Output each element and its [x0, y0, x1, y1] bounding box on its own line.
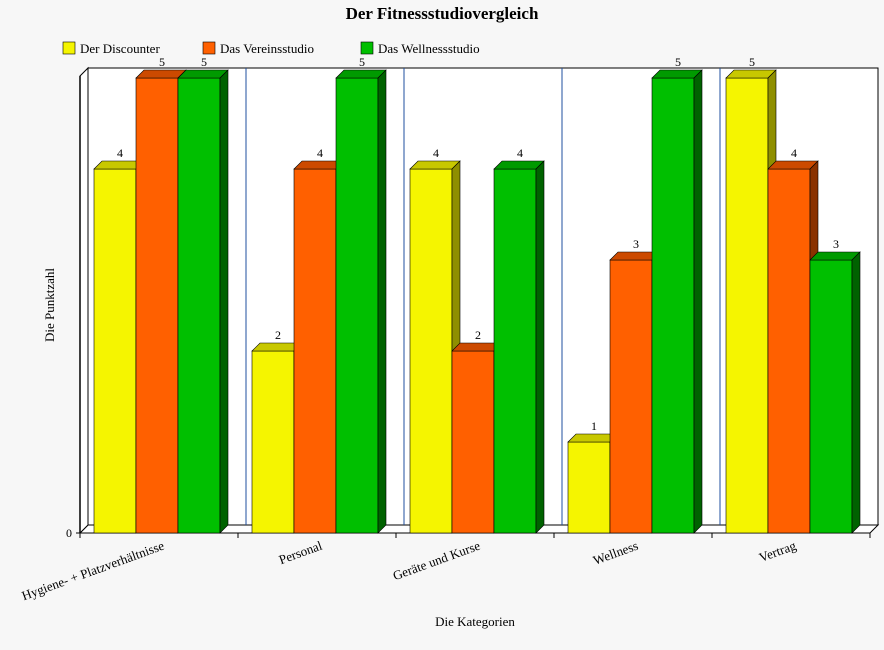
data-label: 3 [633, 237, 639, 251]
bar-front [293, 168, 337, 534]
bar-front [767, 168, 811, 534]
legend-label: Das Wellnessstudio [378, 41, 480, 56]
bar [651, 69, 703, 534]
x-tick-label: Wellness [591, 538, 640, 568]
bar [809, 251, 861, 534]
legend-item: Der Discounter [62, 41, 160, 56]
legend: Der Discounter Das Vereinsstudio Das Welln… [62, 41, 480, 56]
data-label: 4 [117, 146, 123, 160]
data-label: 5 [749, 55, 755, 69]
data-label: 4 [433, 146, 439, 160]
plot-left-wall [79, 66, 89, 535]
bar-top [493, 160, 545, 170]
bar-top [335, 69, 387, 79]
legend-label: Das Vereinsstudio [220, 41, 314, 56]
data-label: 2 [475, 328, 481, 342]
bar-top [809, 251, 861, 261]
bar-top [651, 69, 703, 79]
bar-front [725, 77, 769, 534]
data-label: 5 [159, 55, 165, 69]
legend-label: Der Discounter [80, 41, 160, 56]
bar-side [851, 251, 861, 534]
bar-side [535, 160, 545, 534]
bar [493, 160, 545, 534]
data-label: 5 [359, 55, 365, 69]
bars [93, 69, 861, 534]
x-tick-labels: Hygiene- + Platzverhältnisse Personal Gerä… [20, 538, 799, 604]
data-label: 2 [275, 328, 281, 342]
bar-side [693, 69, 703, 534]
bar-front [651, 77, 695, 534]
bar-top [725, 69, 777, 79]
bar-top [409, 160, 461, 170]
legend-swatch [202, 41, 216, 55]
bar-side [377, 69, 387, 534]
x-tick-label: Personal [277, 538, 325, 568]
bar-front [177, 77, 221, 534]
data-label: 4 [791, 146, 797, 160]
data-label: 1 [591, 419, 597, 433]
bar [609, 251, 661, 534]
legend-item: Das Vereinsstudio [202, 41, 314, 56]
data-label: 4 [317, 146, 323, 160]
bar-front [93, 168, 137, 534]
y-axis-title: Die Punktzahl [42, 268, 57, 342]
x-tick-label: Hygiene- + Platzverhältnisse [20, 538, 167, 604]
x-tick-label: Vertrag [757, 538, 799, 565]
bar-front [567, 441, 611, 534]
data-label: 4 [517, 146, 523, 160]
data-label: 5 [201, 55, 207, 69]
x-tick-label: Geräte und Kurse [391, 538, 483, 584]
bar-front [809, 259, 853, 534]
bar-front [493, 168, 537, 534]
bar-front [135, 77, 179, 534]
legend-swatch [360, 41, 374, 55]
data-label: 3 [833, 237, 839, 251]
bar-front [451, 350, 495, 534]
bar-top [135, 69, 187, 79]
data-label: 5 [675, 55, 681, 69]
legend-item: Das Wellnessstudio [360, 41, 480, 56]
data-labels: 4 5 5 2 4 5 4 2 4 1 3 5 5 4 3 [117, 55, 839, 433]
bar [767, 160, 819, 534]
bar-front [409, 168, 453, 534]
y-tick-label: 0 [66, 526, 72, 540]
bar-front [251, 350, 295, 534]
chart-title: Der Fitnessstudiovergleich [346, 4, 539, 23]
legend-swatch [62, 41, 76, 55]
bar-front [609, 259, 653, 534]
bar-front [335, 77, 379, 534]
x-axis-title: Die Kategorien [435, 614, 515, 629]
bar-side [219, 69, 229, 534]
bar [335, 69, 387, 534]
bar-top [177, 69, 229, 79]
bar-top [767, 160, 819, 170]
bar [177, 69, 229, 534]
